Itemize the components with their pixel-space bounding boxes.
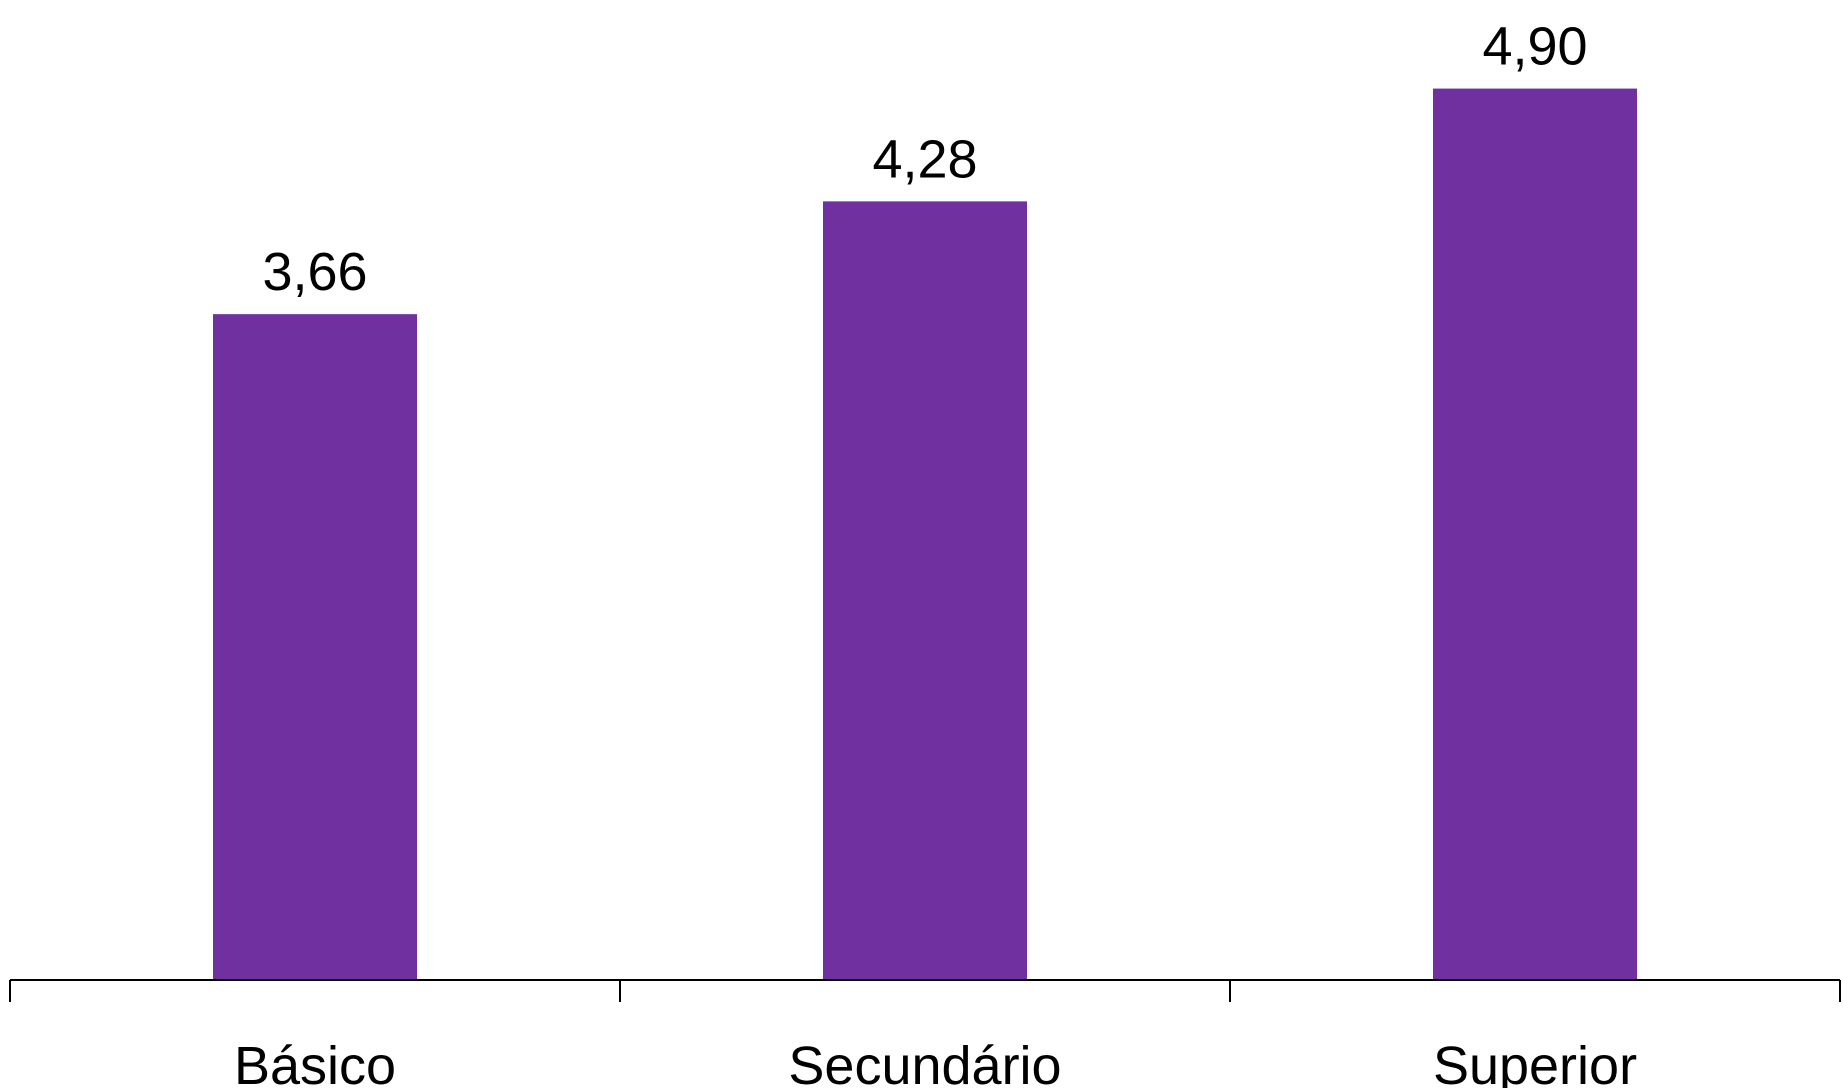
tick-label-superior: Superior <box>1433 1036 1637 1088</box>
data-label-secundario: 4,28 <box>872 129 977 189</box>
tick-label-secundario: Secundário <box>788 1036 1061 1088</box>
bar-basico <box>213 314 417 981</box>
tick-label-basico: Básico <box>234 1036 396 1088</box>
data-label-superior: 4,90 <box>1482 17 1587 77</box>
category-labels-layer: Básico Secundário Superior <box>234 1036 1637 1088</box>
value-labels-layer: 3,66 4,28 4,90 <box>262 17 1587 303</box>
x-axis <box>9 979 1841 1002</box>
bar-secundario <box>823 201 1027 980</box>
data-label-basico: 3,66 <box>262 242 367 302</box>
bar-superior <box>1433 88 1637 981</box>
bars-layer <box>213 88 1637 981</box>
